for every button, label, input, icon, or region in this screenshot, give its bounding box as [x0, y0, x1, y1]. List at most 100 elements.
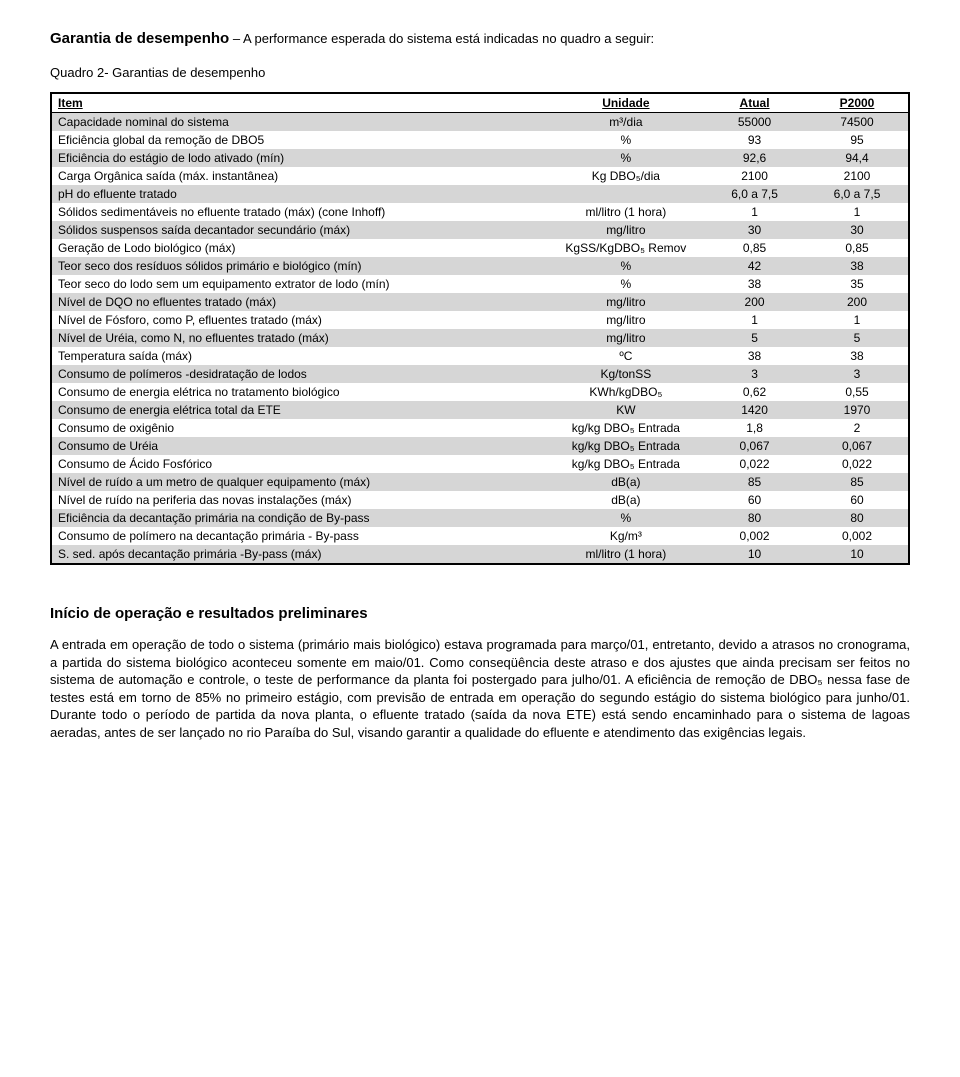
cell-item: Teor seco do lodo sem um equipamento ext…	[51, 275, 549, 293]
cell-p2000: 85	[806, 473, 909, 491]
table-row: Eficiência global da remoção de DBO5%939…	[51, 131, 909, 149]
cell-unit: Kg DBO₅/dia	[549, 167, 703, 185]
table-row: Nível de ruído a um metro de qualquer eq…	[51, 473, 909, 491]
table-row: S. sed. após decantação primária -By-pas…	[51, 545, 909, 564]
section-heading: Início de operação e resultados prelimin…	[50, 605, 910, 622]
table-row: Consumo de oxigêniokg/kg DBO₅ Entrada1,8…	[51, 419, 909, 437]
title-bold: Garantia de desempenho	[50, 30, 229, 47]
table-row: Temperatura saída (máx)ºC3838	[51, 347, 909, 365]
table-header-row: ItemUnidadeAtualP2000	[51, 93, 909, 113]
cell-item: Teor seco dos resíduos sólidos primário …	[51, 257, 549, 275]
cell-p2000: 0,067	[806, 437, 909, 455]
cell-item: pH do efluente tratado	[51, 185, 549, 203]
cell-item: Nível de Fósforo, como P, efluentes trat…	[51, 311, 549, 329]
cell-item: Consumo de polímero na decantação primár…	[51, 527, 549, 545]
cell-p2000: 60	[806, 491, 909, 509]
cell-item: Carga Orgânica saída (máx. instantânea)	[51, 167, 549, 185]
cell-p2000: 5	[806, 329, 909, 347]
cell-item: Consumo de energia elétrica total da ETE	[51, 401, 549, 419]
table-row: Capacidade nominal do sistemam³/dia55000…	[51, 113, 909, 132]
table-row: Sólidos suspensos saída decantador secun…	[51, 221, 909, 239]
table-row: Nível de ruído na periferia das novas in…	[51, 491, 909, 509]
cell-p2000: 30	[806, 221, 909, 239]
cell-p2000: 10	[806, 545, 909, 564]
cell-item: Eficiência global da remoção de DBO5	[51, 131, 549, 149]
cell-unit: ºC	[549, 347, 703, 365]
cell-item: Consumo de Ácido Fosfórico	[51, 455, 549, 473]
cell-unit: mg/litro	[549, 221, 703, 239]
cell-unit: KW	[549, 401, 703, 419]
cell-unit: mg/litro	[549, 311, 703, 329]
cell-p2000: 35	[806, 275, 909, 293]
cell-item: Consumo de energia elétrica no tratament…	[51, 383, 549, 401]
cell-atual: 10	[703, 545, 806, 564]
cell-atual: 38	[703, 347, 806, 365]
cell-item: S. sed. após decantação primária -By-pas…	[51, 545, 549, 564]
cell-item: Eficiência da decantação primária na con…	[51, 509, 549, 527]
cell-atual: 30	[703, 221, 806, 239]
cell-p2000: 200	[806, 293, 909, 311]
cell-unit: mg/litro	[549, 329, 703, 347]
cell-item: Sólidos suspensos saída decantador secun…	[51, 221, 549, 239]
cell-atual: 42	[703, 257, 806, 275]
table-row: pH do efluente tratado6,0 a 7,56,0 a 7,5	[51, 185, 909, 203]
table-header-cell: P2000	[806, 93, 909, 113]
cell-p2000: 1970	[806, 401, 909, 419]
cell-item: Consumo de oxigênio	[51, 419, 549, 437]
table-row: Nível de Fósforo, como P, efluentes trat…	[51, 311, 909, 329]
cell-unit: %	[549, 509, 703, 527]
cell-atual: 1	[703, 203, 806, 221]
cell-item: Temperatura saída (máx)	[51, 347, 549, 365]
cell-unit: KgSS/KgDBO₅ Remov	[549, 239, 703, 257]
cell-atual: 60	[703, 491, 806, 509]
cell-unit: ml/litro (1 hora)	[549, 545, 703, 564]
table-header-cell: Unidade	[549, 93, 703, 113]
cell-unit: ml/litro (1 hora)	[549, 203, 703, 221]
cell-item: Nível de ruído na periferia das novas in…	[51, 491, 549, 509]
cell-unit: m³/dia	[549, 113, 703, 132]
cell-unit: %	[549, 257, 703, 275]
cell-atual: 55000	[703, 113, 806, 132]
cell-unit: %	[549, 149, 703, 167]
table-row: Carga Orgânica saída (máx. instantânea)K…	[51, 167, 909, 185]
cell-atual: 85	[703, 473, 806, 491]
cell-atual: 1,8	[703, 419, 806, 437]
table-row: Consumo de Uréiakg/kg DBO₅ Entrada0,0670…	[51, 437, 909, 455]
table-row: Eficiência do estágio de lodo ativado (m…	[51, 149, 909, 167]
cell-item: Nível de ruído a um metro de qualquer eq…	[51, 473, 549, 491]
cell-item: Capacidade nominal do sistema	[51, 113, 549, 132]
table-row: Nível de DQO no efluentes tratado (máx)m…	[51, 293, 909, 311]
cell-item: Consumo de Uréia	[51, 437, 549, 455]
cell-atual: 38	[703, 275, 806, 293]
cell-p2000: 38	[806, 347, 909, 365]
performance-table: ItemUnidadeAtualP2000Capacidade nominal …	[50, 92, 910, 565]
table-caption: Quadro 2- Garantias de desempenho	[50, 65, 910, 80]
cell-item: Consumo de polímeros -desidratação de lo…	[51, 365, 549, 383]
cell-p2000: 38	[806, 257, 909, 275]
table-header-cell: Atual	[703, 93, 806, 113]
cell-unit: kg/kg DBO₅ Entrada	[549, 437, 703, 455]
table-row: Geração de Lodo biológico (máx)KgSS/KgDB…	[51, 239, 909, 257]
cell-atual: 92,6	[703, 149, 806, 167]
cell-atual: 1	[703, 311, 806, 329]
cell-item: Sólidos sedimentáveis no efluente tratad…	[51, 203, 549, 221]
cell-p2000: 80	[806, 509, 909, 527]
table-row: Sólidos sedimentáveis no efluente tratad…	[51, 203, 909, 221]
cell-p2000: 1	[806, 311, 909, 329]
cell-item: Nível de Uréia, como N, no efluentes tra…	[51, 329, 549, 347]
body-paragraph: A entrada em operação de todo o sistema …	[50, 636, 910, 741]
cell-atual: 93	[703, 131, 806, 149]
cell-unit: %	[549, 131, 703, 149]
cell-unit: kg/kg DBO₅ Entrada	[549, 419, 703, 437]
page-title: Garantia de desempenho – A performance e…	[50, 30, 910, 47]
cell-unit: %	[549, 275, 703, 293]
cell-atual: 1420	[703, 401, 806, 419]
table-row: Eficiência da decantação primária na con…	[51, 509, 909, 527]
cell-item: Geração de Lodo biológico (máx)	[51, 239, 549, 257]
cell-atual: 0,002	[703, 527, 806, 545]
table-row: Consumo de energia elétrica no tratament…	[51, 383, 909, 401]
cell-p2000: 6,0 a 7,5	[806, 185, 909, 203]
table-row: Teor seco dos resíduos sólidos primário …	[51, 257, 909, 275]
cell-p2000: 74500	[806, 113, 909, 132]
cell-unit: KWh/kgDBO₅	[549, 383, 703, 401]
